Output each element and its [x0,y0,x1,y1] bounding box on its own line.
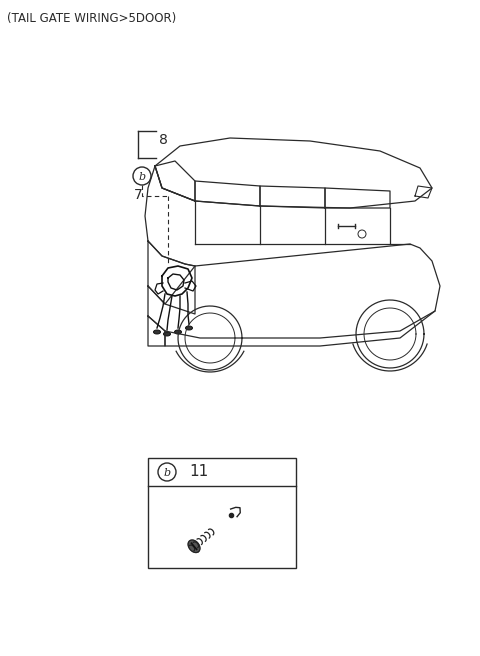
Polygon shape [188,540,200,552]
Text: (TAIL GATE WIRING>5DOOR): (TAIL GATE WIRING>5DOOR) [7,12,176,25]
Text: 8: 8 [159,134,168,148]
Bar [148,458,296,568]
Text: b: b [138,171,145,182]
Ellipse shape [164,332,170,336]
Ellipse shape [185,326,192,330]
Text: 11: 11 [189,464,208,480]
Text: 7: 7 [133,188,143,202]
Ellipse shape [154,330,160,334]
Ellipse shape [175,330,181,334]
Text: b: b [163,468,170,478]
